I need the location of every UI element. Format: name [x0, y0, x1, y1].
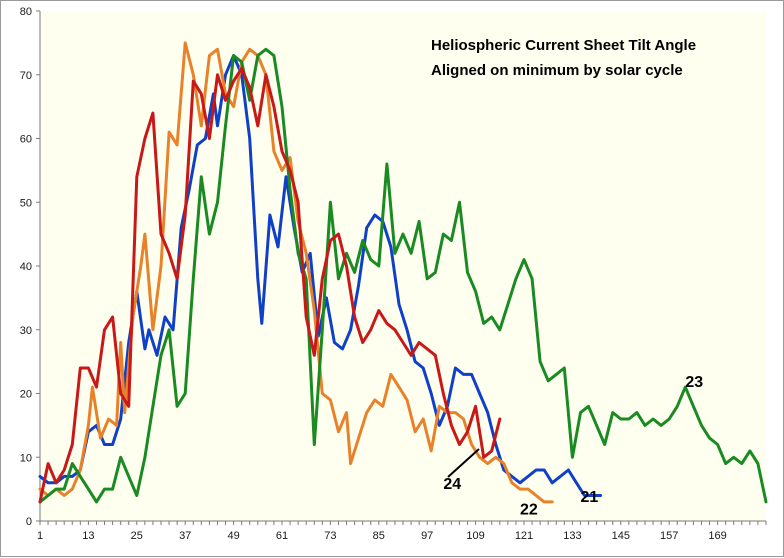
chart-title: Heliospheric Current Sheet Tilt Angle: [431, 37, 696, 54]
series-line-cycle-24: [38, 66, 502, 504]
y-tick-label: 60: [20, 134, 32, 146]
x-tick-label: 157: [660, 530, 678, 542]
y-tick-label: 0: [26, 516, 32, 528]
series-line-cycle-23: [38, 47, 768, 504]
series-label-cycle-21: 21: [580, 489, 598, 506]
y-tick-label: 30: [20, 325, 32, 337]
x-tick-label: 37: [179, 530, 191, 542]
series-labels: 23 24 22 21: [443, 374, 703, 519]
x-tick-label: 169: [708, 530, 726, 542]
chart-subtitle: Aligned on minimum by solar cycle: [431, 62, 683, 79]
x-tick-label: 145: [612, 530, 630, 542]
y-tick-label: 40: [20, 261, 32, 273]
x-tick-label: 25: [131, 530, 143, 542]
x-tick-label: 1: [37, 530, 43, 542]
x-tick-label: 121: [515, 530, 533, 542]
x-tick-label: 49: [227, 530, 239, 542]
series-line-cycle-22: [38, 41, 554, 504]
y-tick-label: 20: [20, 389, 32, 401]
series-label-cycle-22: 22: [520, 502, 538, 519]
y-tick-label: 10: [20, 452, 32, 464]
x-tick-label: 61: [276, 530, 288, 542]
series-label-cycle-23: 23: [685, 374, 703, 391]
x-tick-label: 73: [324, 530, 336, 542]
y-tick-label: 70: [20, 70, 32, 82]
series-label-cycle-24: 24: [443, 476, 461, 493]
series-layer: [38, 41, 768, 504]
x-tick-label: 97: [421, 530, 433, 542]
axes: 0 10 20 30 40 50 60 70 80 1 13 25 37 49 61 73 85 97 109 121…: [20, 6, 767, 542]
x-tick-label: 133: [563, 530, 581, 542]
y-tick-label: 50: [20, 197, 32, 209]
x-tick-label: 85: [373, 530, 385, 542]
x-tick-label: 109: [466, 530, 484, 542]
cycle-24-pointer-line: [447, 448, 480, 478]
x-tick-label: 13: [82, 530, 94, 542]
y-tick-label: 80: [20, 6, 32, 18]
